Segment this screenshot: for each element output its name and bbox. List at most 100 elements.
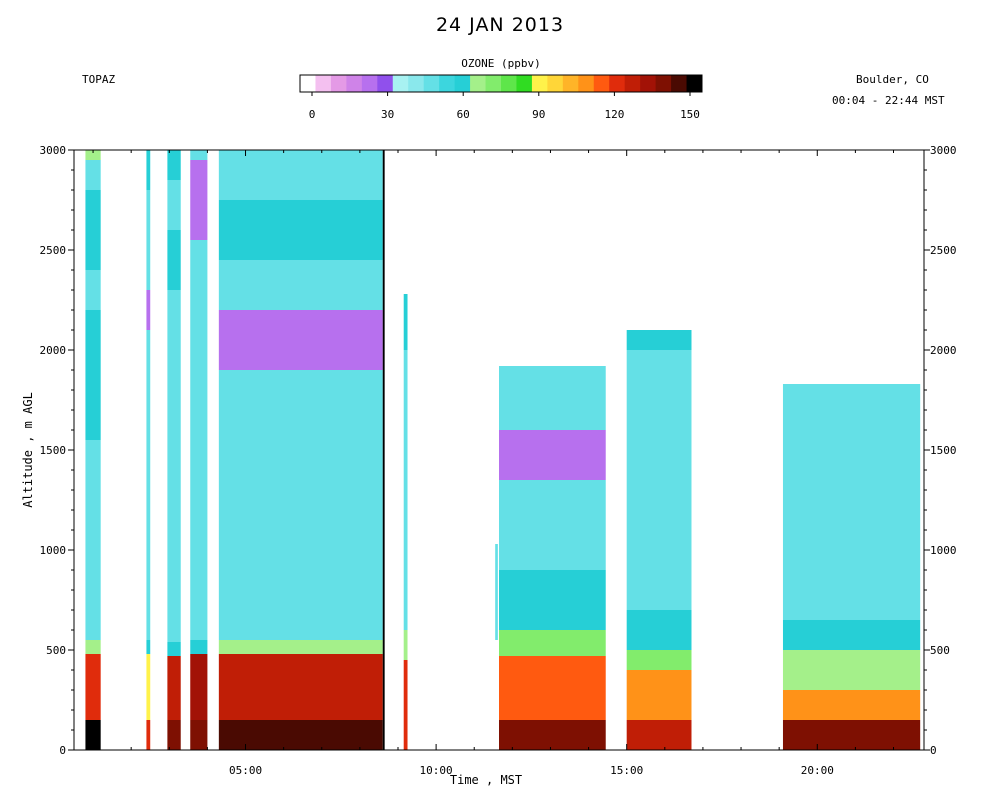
colorbar-swatch: [300, 75, 316, 92]
colorbar-swatch: [361, 75, 378, 92]
ozone-cell: [218, 640, 383, 654]
location-label: Boulder, CO: [856, 73, 929, 86]
ozone-cell: [218, 720, 383, 750]
ozone-cell: [626, 720, 692, 750]
y-tick-label-left: 2500: [40, 244, 67, 257]
y-tick-label-left: 1500: [40, 444, 67, 457]
ozone-cell: [218, 440, 383, 640]
colorbar-swatch: [392, 75, 409, 92]
x-axis-label: Time , MST: [450, 773, 522, 787]
ozone-cell: [85, 150, 101, 160]
ozone-cell: [167, 150, 181, 180]
y-tick-label-left: 0: [59, 744, 66, 757]
colorbar-swatch: [593, 75, 610, 92]
ozone-cell: [167, 180, 181, 230]
colorbar-swatch: [423, 75, 440, 92]
ozone-cell: [85, 720, 101, 750]
ozone-cell: [85, 190, 101, 270]
y-tick-label-left: 1000: [40, 544, 67, 557]
y-tick-label-right: 2500: [930, 244, 957, 257]
colorbar-swatch: [609, 75, 626, 92]
colorbar-swatch: [470, 75, 487, 92]
ozone-cell: [146, 190, 151, 290]
ozone-cell: [218, 150, 383, 200]
ozone-cell: [167, 720, 181, 750]
ozone-cell: [85, 160, 101, 190]
ozone-cell: [626, 670, 692, 720]
colorbar-swatch: [640, 75, 657, 92]
colorbar-title: OZONE (ppbv): [461, 57, 541, 70]
ozone-cell: [403, 294, 408, 350]
ozone-cell: [626, 330, 692, 350]
colorbar-swatch: [671, 75, 688, 92]
ozone-cell: [146, 640, 151, 654]
x-tick-label: 15:00: [610, 764, 643, 777]
ozone-cell: [190, 720, 208, 750]
ozone-cell: [626, 390, 692, 610]
colorbar-tick-label: 150: [680, 108, 700, 121]
ozone-cell: [218, 370, 383, 440]
colorbar-swatch: [578, 75, 595, 92]
ozone-cell: [190, 240, 208, 640]
station-label: TOPAZ: [82, 73, 116, 86]
ozone-cell: [85, 440, 101, 640]
ozone-cell: [146, 150, 151, 190]
ozone-cell: [499, 480, 606, 570]
colorbar-swatch: [377, 75, 394, 92]
ozone-cell: [146, 330, 151, 640]
colorbar-swatch: [655, 75, 672, 92]
ozone-cell: [499, 656, 606, 720]
ozone-cell: [167, 656, 181, 720]
y-tick-label-left: 2000: [40, 344, 67, 357]
ozone-cell: [782, 720, 921, 750]
ozone-cell: [382, 150, 385, 350]
x-tick-label: 10:00: [420, 764, 453, 777]
ozone-cell: [167, 642, 181, 656]
y-tick-label-right: 0: [930, 744, 937, 757]
y-axis-label: Altitude , m AGL: [21, 392, 35, 508]
ozone-cell: [782, 650, 921, 690]
ozone-cell: [499, 366, 606, 430]
ozone-cell: [85, 310, 101, 440]
ozone-cell: [626, 610, 692, 650]
ozone-cell: [190, 640, 208, 654]
colorbar-tick-label: 60: [457, 108, 470, 121]
ozone-cell: [499, 720, 606, 750]
ozone-cell: [146, 654, 151, 720]
colorbar-swatch: [562, 75, 579, 92]
x-tick-label: 20:00: [801, 764, 834, 777]
ozone-cell: [382, 350, 385, 590]
ozone-cell: [626, 350, 692, 390]
ozone-cell: [190, 654, 208, 720]
ozone-cell: [782, 690, 921, 720]
colorbar-tick-label: 0: [309, 108, 316, 121]
colorbar-swatch: [516, 75, 533, 92]
ozone-cell: [218, 654, 383, 720]
ozone-cell: [167, 290, 181, 642]
colorbar-swatch: [624, 75, 641, 92]
ozone-cell: [218, 310, 383, 370]
colorbar-swatch: [531, 75, 548, 92]
ozone-curtain: [85, 150, 921, 750]
colorbar-swatch: [315, 75, 332, 92]
ozone-cell: [190, 150, 208, 160]
colorbar-swatch: [686, 75, 703, 92]
ozone-cell: [782, 620, 921, 650]
ozone-cell: [218, 260, 383, 310]
y-tick-label-right: 1000: [930, 544, 957, 557]
ozone-cell: [782, 470, 921, 620]
chart-title: 24 JAN 2013: [435, 14, 565, 36]
y-tick-label-right: 500: [930, 644, 950, 657]
ozone-cell: [403, 660, 408, 750]
ozone-cell: [382, 590, 385, 750]
y-tick-label-right: 2000: [930, 344, 957, 357]
ozone-cell: [190, 160, 208, 240]
ozone-cell: [85, 640, 101, 654]
ozone-cell: [85, 270, 101, 310]
ozone-cell: [626, 650, 692, 670]
ozone-cell: [167, 230, 181, 290]
y-tick-label-left: 3000: [40, 144, 67, 157]
colorbar-swatch: [501, 75, 517, 92]
time-range-label: 00:04 - 22:44 MST: [832, 94, 945, 107]
